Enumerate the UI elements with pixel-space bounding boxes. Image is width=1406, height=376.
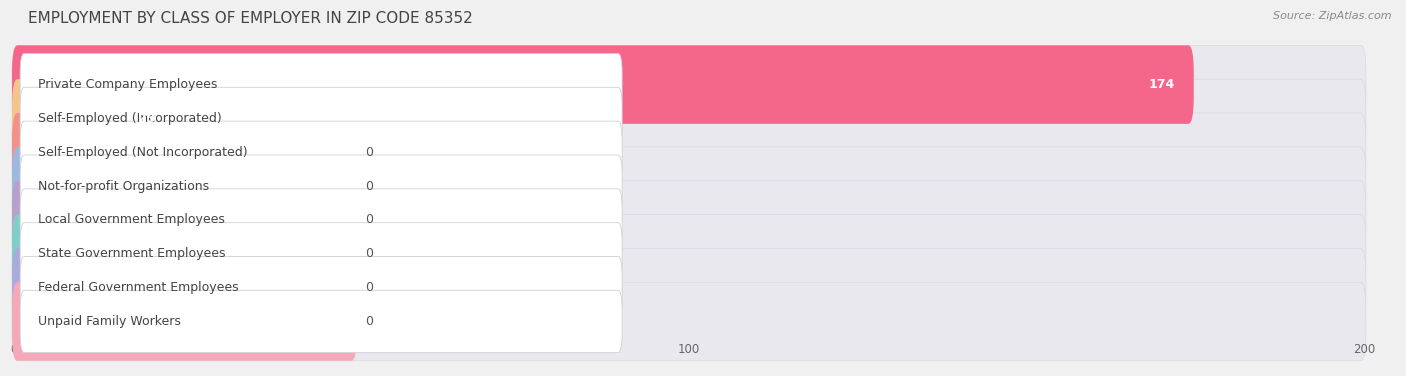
Text: 0: 0 — [366, 247, 373, 260]
FancyBboxPatch shape — [13, 113, 1365, 191]
Text: 174: 174 — [1149, 78, 1175, 91]
Text: 0: 0 — [366, 146, 373, 159]
Text: Private Company Employees: Private Company Employees — [38, 78, 217, 91]
FancyBboxPatch shape — [20, 256, 621, 319]
FancyBboxPatch shape — [20, 121, 621, 183]
Text: Self-Employed (Incorporated): Self-Employed (Incorporated) — [38, 112, 221, 125]
FancyBboxPatch shape — [13, 113, 357, 191]
FancyBboxPatch shape — [13, 215, 1365, 293]
FancyBboxPatch shape — [20, 223, 621, 285]
Text: 23: 23 — [138, 112, 156, 125]
Text: Federal Government Employees: Federal Government Employees — [38, 281, 238, 294]
FancyBboxPatch shape — [13, 249, 1365, 327]
FancyBboxPatch shape — [13, 45, 1194, 124]
Text: Unpaid Family Workers: Unpaid Family Workers — [38, 315, 180, 328]
FancyBboxPatch shape — [13, 282, 357, 361]
FancyBboxPatch shape — [20, 53, 621, 116]
FancyBboxPatch shape — [13, 79, 174, 158]
FancyBboxPatch shape — [13, 45, 1365, 124]
FancyBboxPatch shape — [20, 155, 621, 217]
Text: Not-for-profit Organizations: Not-for-profit Organizations — [38, 180, 209, 193]
Text: EMPLOYMENT BY CLASS OF EMPLOYER IN ZIP CODE 85352: EMPLOYMENT BY CLASS OF EMPLOYER IN ZIP C… — [28, 11, 472, 26]
FancyBboxPatch shape — [13, 181, 357, 259]
FancyBboxPatch shape — [20, 87, 621, 150]
Text: Local Government Employees: Local Government Employees — [38, 214, 225, 226]
Text: 0: 0 — [366, 180, 373, 193]
FancyBboxPatch shape — [13, 282, 1365, 361]
FancyBboxPatch shape — [13, 147, 1365, 225]
FancyBboxPatch shape — [20, 290, 621, 353]
FancyBboxPatch shape — [13, 181, 1365, 259]
FancyBboxPatch shape — [13, 79, 1365, 158]
FancyBboxPatch shape — [13, 147, 357, 225]
Text: State Government Employees: State Government Employees — [38, 247, 225, 260]
FancyBboxPatch shape — [13, 215, 357, 293]
FancyBboxPatch shape — [13, 249, 357, 327]
Text: Source: ZipAtlas.com: Source: ZipAtlas.com — [1274, 11, 1392, 21]
Text: 0: 0 — [366, 315, 373, 328]
Text: Self-Employed (Not Incorporated): Self-Employed (Not Incorporated) — [38, 146, 247, 159]
Text: 0: 0 — [366, 214, 373, 226]
FancyBboxPatch shape — [20, 189, 621, 251]
Text: 0: 0 — [366, 281, 373, 294]
